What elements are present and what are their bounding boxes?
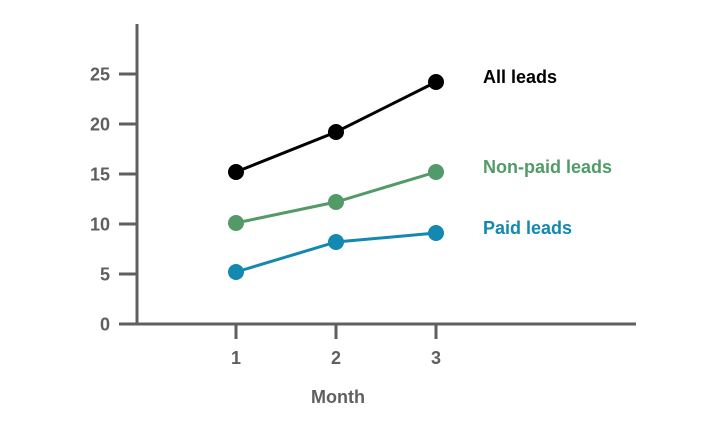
series: All leads [228, 67, 557, 180]
y-tick-label: 10 [90, 215, 110, 235]
y-tick-label: 15 [90, 165, 110, 185]
y-tick-label: 5 [100, 265, 110, 285]
x-tick-label: 3 [431, 348, 441, 368]
data-point [228, 164, 244, 180]
series-label: All leads [483, 67, 557, 87]
data-point [428, 225, 444, 241]
y-axis: 0 5 10 15 20 25 [90, 24, 139, 335]
x-axis-title: Month [311, 387, 365, 407]
data-point [428, 74, 444, 90]
y-tick-label: 25 [90, 65, 110, 85]
x-tick-label: 1 [231, 348, 241, 368]
data-point [328, 194, 344, 210]
x-tick-label: 2 [331, 348, 341, 368]
data-point [228, 215, 244, 231]
x-axis: 1 2 3 [135, 322, 636, 368]
series-group: All leads Non-paid leads Paid leads [228, 67, 612, 280]
series-label: Paid leads [483, 218, 572, 238]
y-tick-label: 20 [90, 115, 110, 135]
data-point [328, 234, 344, 250]
data-point [328, 124, 344, 140]
series-label: Non-paid leads [483, 157, 612, 177]
series: Non-paid leads [228, 157, 612, 231]
y-tick-label: 0 [100, 315, 110, 335]
series: Paid leads [228, 218, 572, 280]
data-point [228, 264, 244, 280]
data-point [428, 164, 444, 180]
